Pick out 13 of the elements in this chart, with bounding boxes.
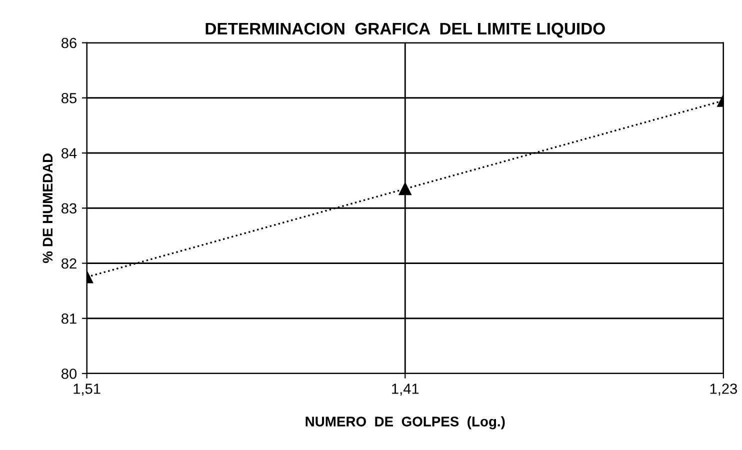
y-tick-label: 83 [62, 203, 76, 214]
y-tick-label: 82 [62, 258, 76, 269]
x-tick-label: 1,41 [392, 384, 419, 396]
x-tick-label: 1,51 [74, 384, 100, 396]
x-axis-title: NUMERO DE GOLPES (Log.) [306, 416, 505, 430]
y-tick-label: 84 [62, 148, 77, 158]
y-tick-label: 85 [62, 92, 76, 104]
x-tick-label: 1,23 [710, 384, 737, 396]
y-tick-label: 81 [62, 313, 76, 324]
chart-title: DETERMINACION GRAFICA DEL LIMITE LIQUIDO [206, 22, 605, 38]
y-axis-title: % DE HUMEDAD [42, 154, 53, 263]
y-tick-label: 86 [62, 38, 76, 48]
y-tick-label: 80 [62, 368, 77, 379]
